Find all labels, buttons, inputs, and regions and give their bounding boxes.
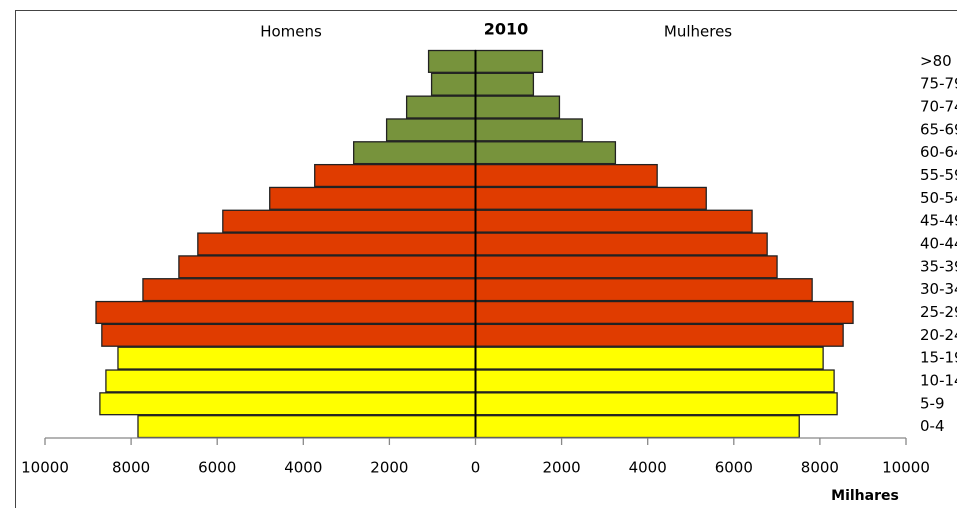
bar xyxy=(474,163,658,188)
series-label: Mulheres xyxy=(664,23,732,41)
x-tick-label: 6000 xyxy=(715,459,753,477)
series-label: Homens xyxy=(260,23,322,41)
y-tick-label: 70-74 xyxy=(920,98,957,116)
bar xyxy=(222,209,477,233)
y-tick-label: 0-4 xyxy=(920,417,945,435)
y-tick-label: >80 xyxy=(920,52,952,70)
bar xyxy=(99,392,477,416)
y-tick-label: 55-59 xyxy=(920,166,957,184)
bar xyxy=(142,278,477,302)
y-tick-label: 65-69 xyxy=(920,120,957,138)
bar xyxy=(474,323,844,347)
bar xyxy=(105,369,477,393)
bar xyxy=(95,300,477,325)
y-tick-label: 10-14 xyxy=(920,371,957,389)
bar xyxy=(474,49,544,73)
bar xyxy=(385,118,477,142)
bar xyxy=(474,415,800,439)
y-tick-label: 75-79 xyxy=(920,75,957,93)
y-tick-label: 20-24 xyxy=(920,326,957,344)
bar xyxy=(405,95,477,119)
bar xyxy=(178,255,477,279)
x-tick-label: 10000 xyxy=(21,459,69,477)
x-tick-label: 6000 xyxy=(198,459,236,477)
bar xyxy=(137,415,477,439)
chart-title: 2010 xyxy=(484,20,529,39)
y-tick-label: 40-44 xyxy=(920,235,957,253)
bar xyxy=(474,232,768,256)
x-tick-label: 8000 xyxy=(112,459,150,477)
x-tick-label: 2000 xyxy=(543,459,581,477)
bar xyxy=(117,346,477,370)
x-tick-label: 8000 xyxy=(801,459,839,477)
y-tick-label: 30-34 xyxy=(920,280,957,298)
x-tick-label: 4000 xyxy=(284,459,322,477)
bar xyxy=(474,392,838,416)
x-tick-label: 0 xyxy=(471,459,481,477)
bar xyxy=(314,163,477,188)
bar xyxy=(474,300,854,325)
y-tick-label: 15-19 xyxy=(920,349,957,367)
y-tick-label: 60-64 xyxy=(920,143,957,161)
y-tick-label: 35-39 xyxy=(920,257,957,275)
bar xyxy=(430,72,477,96)
bar xyxy=(474,278,813,302)
bar xyxy=(474,186,707,210)
bar xyxy=(474,72,535,96)
bar xyxy=(474,255,778,279)
bar xyxy=(197,232,477,256)
bar xyxy=(474,141,617,165)
bar xyxy=(269,186,477,210)
frame xyxy=(15,10,957,508)
y-tick-label: 50-54 xyxy=(920,189,957,207)
bar xyxy=(353,141,477,165)
x-axis-label: Milhares xyxy=(831,488,899,504)
bar xyxy=(101,323,477,347)
x-tick-label: 10000 xyxy=(882,459,930,477)
bar xyxy=(427,49,477,73)
bar xyxy=(474,118,583,142)
x-tick-label: 2000 xyxy=(370,459,408,477)
y-tick-label: 45-49 xyxy=(920,212,957,230)
bar xyxy=(474,95,561,119)
bar xyxy=(474,209,753,233)
bar xyxy=(474,346,824,370)
x-tick-label: 4000 xyxy=(629,459,667,477)
y-tick-label: 25-29 xyxy=(920,303,957,321)
y-tick-label: 5-9 xyxy=(920,394,945,412)
bar xyxy=(474,369,835,393)
